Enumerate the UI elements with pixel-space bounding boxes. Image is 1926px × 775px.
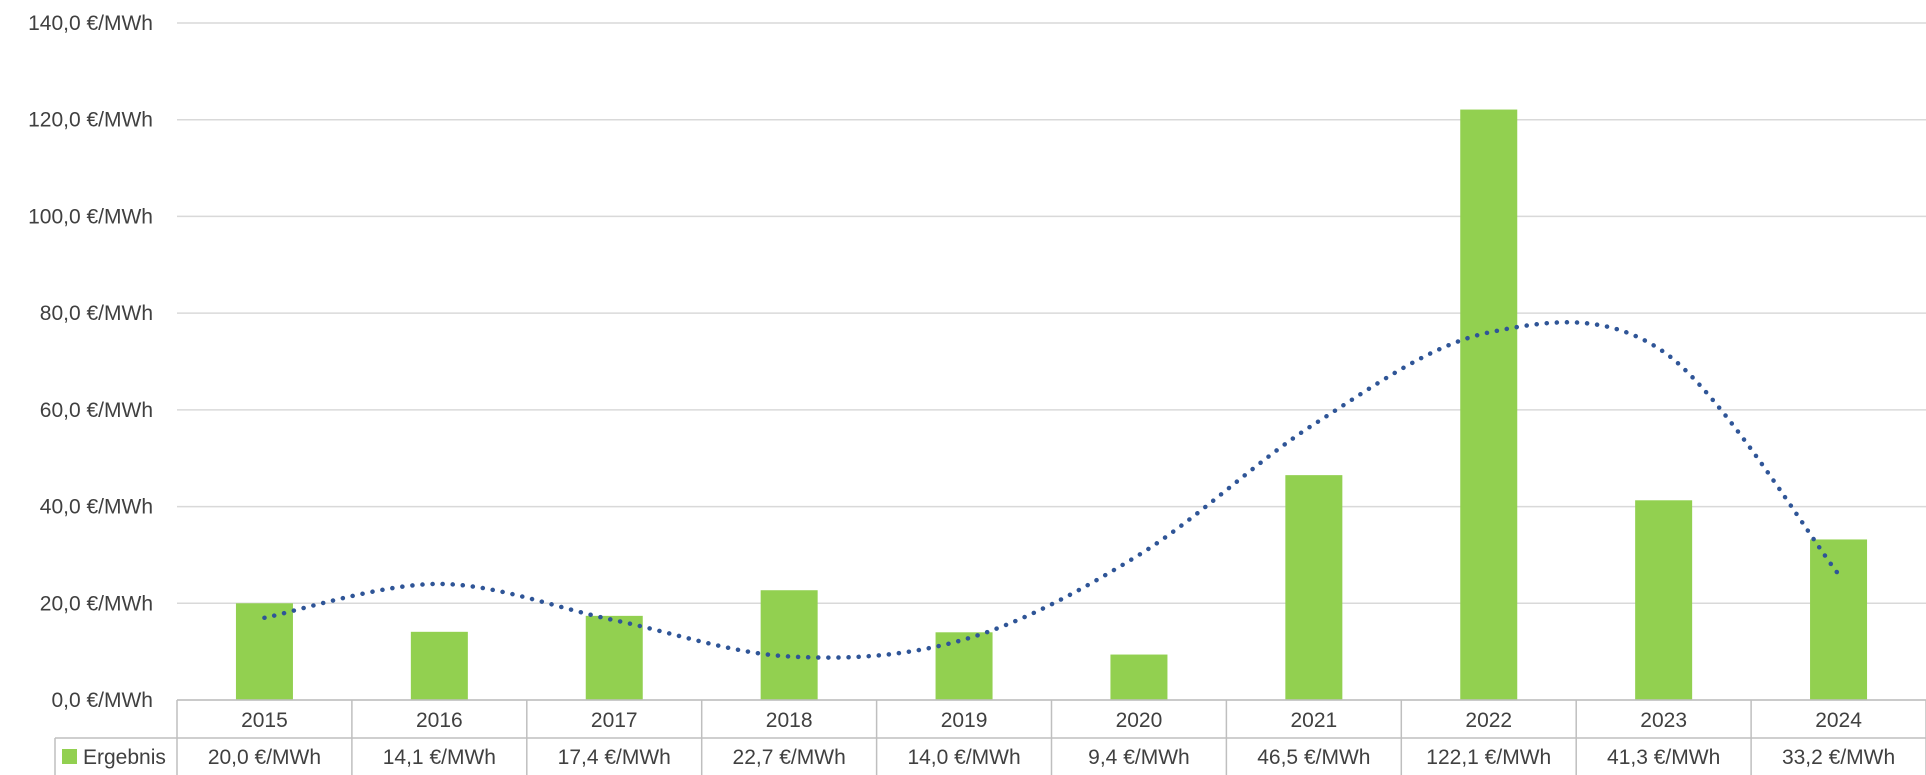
y-tick-label: 100,0 €/MWh [28, 205, 153, 228]
x-tick-label: 2021 [1290, 709, 1337, 732]
bar [1460, 109, 1518, 701]
x-tick-label: 2022 [1465, 709, 1512, 732]
data-label: 33,2 €/MWh [1782, 746, 1895, 769]
data-label: 122,1 €/MWh [1426, 746, 1551, 769]
trendline [262, 320, 1841, 660]
x-tick-label: 2018 [766, 709, 813, 732]
y-axis-labels: 0,0 €/MWh 20,0 €/MWh 40,0 €/MWh 60,0 €/MWh 8… [28, 12, 153, 712]
y-tick-label: 80,0 €/MWh [40, 302, 153, 325]
y-tick-label: 40,0 €/MWh [40, 496, 153, 519]
bar [410, 631, 468, 700]
y-tick-label: 0,0 €/MWh [51, 689, 153, 712]
x-tick-label: 2019 [941, 709, 988, 732]
x-tick-label: 2020 [1116, 709, 1163, 732]
data-table: 2015 2016 2017 2018 2019 2020 2021 2022 2023 2024… [54, 699, 1926, 775]
data-label: 14,1 €/MWh [383, 746, 496, 769]
y-tick-label: 60,0 €/MWh [40, 399, 153, 422]
bar [1635, 500, 1693, 700]
x-tick-label: 2016 [416, 709, 463, 732]
legend-swatch [62, 749, 77, 764]
data-label: 17,4 €/MWh [558, 746, 671, 769]
trendline-path [262, 320, 1841, 660]
x-tick-label: 2023 [1640, 709, 1687, 732]
bars [235, 109, 1868, 701]
bar [1810, 539, 1868, 700]
bar [1110, 654, 1168, 700]
bar [1285, 475, 1343, 700]
x-tick-label: 2015 [241, 709, 288, 732]
data-label: 22,7 €/MWh [733, 746, 846, 769]
y-tick-label: 20,0 €/MWh [40, 592, 153, 615]
y-tick-label: 120,0 €/MWh [28, 109, 153, 132]
x-tick-label: 2024 [1815, 709, 1862, 732]
data-label: 14,0 €/MWh [907, 746, 1020, 769]
data-label: 41,3 €/MWh [1607, 746, 1720, 769]
data-label: 20,0 €/MWh [208, 746, 321, 769]
data-label: 9,4 €/MWh [1088, 746, 1190, 769]
x-tick-label: 2017 [591, 709, 638, 732]
bar [760, 590, 818, 700]
gridlines [177, 22, 1926, 701]
y-tick-label: 140,0 €/MWh [28, 12, 153, 35]
bar [935, 632, 993, 700]
legend-label: Ergebnis [83, 746, 166, 769]
bar [585, 615, 643, 700]
data-label: 46,5 €/MWh [1257, 746, 1370, 769]
